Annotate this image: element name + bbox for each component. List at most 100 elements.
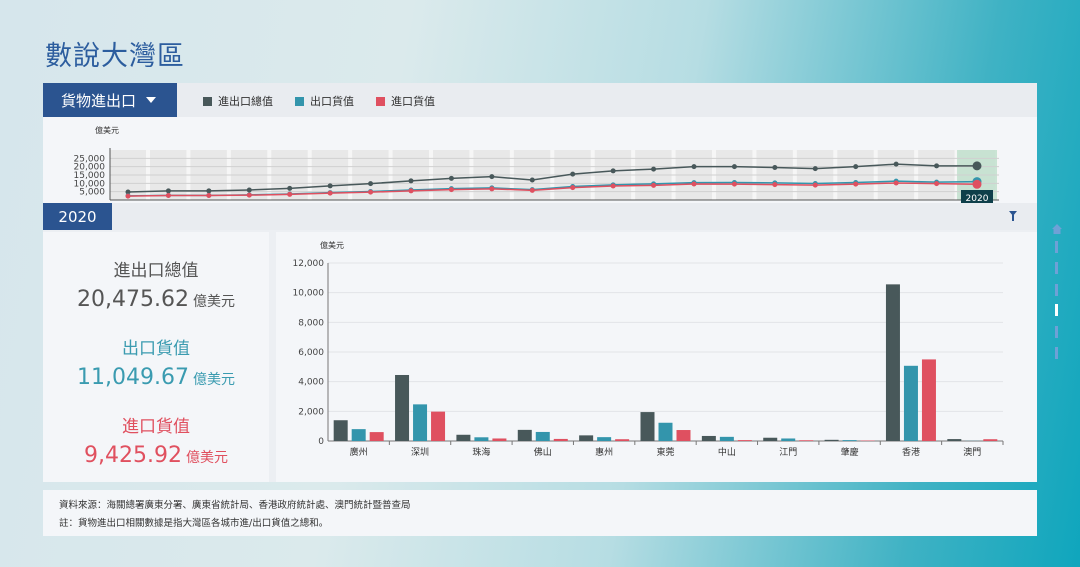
bar bbox=[492, 438, 507, 441]
point-total bbox=[448, 175, 454, 181]
y-tick-label: 10,000 bbox=[74, 179, 106, 189]
bar bbox=[921, 359, 936, 441]
home-icon[interactable] bbox=[1052, 224, 1062, 234]
point-import bbox=[287, 191, 293, 197]
bar bbox=[885, 284, 900, 441]
point-total bbox=[812, 166, 818, 172]
filter-icon[interactable] bbox=[1009, 211, 1017, 221]
bar bbox=[799, 440, 814, 441]
y-tick-label: 8,000 bbox=[298, 318, 324, 328]
stat-total-label: 進出口總值 bbox=[113, 261, 199, 281]
dashboard-panel: 貨物進出口 進出口總值 出口貨值 進口貨值 25,000 20,000 15,000… bbox=[43, 83, 1037, 482]
point-total bbox=[972, 161, 982, 171]
nav-dash-active[interactable] bbox=[1055, 304, 1058, 316]
bar bbox=[737, 440, 752, 441]
bar bbox=[640, 412, 655, 441]
year-bar: 2020 bbox=[43, 203, 1037, 230]
bar bbox=[781, 438, 796, 441]
point-import bbox=[125, 193, 131, 199]
point-import bbox=[772, 182, 778, 188]
point-total bbox=[772, 165, 778, 170]
point-total bbox=[165, 188, 171, 194]
bar bbox=[615, 439, 630, 441]
y-tick-label: 15,000 bbox=[74, 171, 106, 181]
point-import bbox=[165, 193, 171, 198]
legend: 進出口總值 出口貨值 進口貨值 bbox=[203, 93, 435, 109]
point-total bbox=[246, 187, 252, 193]
y-tick-label: 20,000 bbox=[74, 163, 106, 173]
point-import bbox=[489, 186, 495, 192]
point-import bbox=[972, 179, 982, 189]
bar bbox=[535, 431, 550, 441]
nav-dash[interactable] bbox=[1055, 241, 1058, 253]
point-import bbox=[893, 180, 899, 186]
bar bbox=[351, 429, 366, 441]
x-tick-label: 深圳 bbox=[411, 447, 429, 458]
line-total bbox=[127, 163, 978, 193]
bar bbox=[333, 420, 348, 441]
bar bbox=[983, 439, 998, 441]
bar bbox=[431, 411, 446, 441]
point-import bbox=[853, 181, 859, 187]
line-import bbox=[127, 182, 978, 197]
bar bbox=[597, 437, 612, 441]
x-tick-label: 中山 bbox=[718, 446, 736, 458]
bar bbox=[579, 435, 594, 441]
x-tick-label: 東莞 bbox=[656, 446, 674, 458]
point-import bbox=[206, 193, 212, 198]
y-tick-label: 10,000 bbox=[293, 289, 325, 299]
stat-import-value: 9,425.92 億美元 bbox=[84, 443, 228, 468]
x-tick-label: 佛山 bbox=[534, 446, 552, 458]
bar bbox=[947, 439, 962, 441]
point-total bbox=[893, 161, 899, 167]
point-import bbox=[408, 188, 414, 194]
bar bbox=[676, 430, 691, 441]
note-text: 註：貨物進出口相關數據是指大灣區各城市進/出口貨值之總和。 bbox=[59, 518, 329, 529]
legend-item-total[interactable]: 進出口總值 bbox=[203, 93, 273, 109]
x-tick-label: 肇慶 bbox=[841, 446, 859, 458]
point-import bbox=[448, 187, 454, 193]
point-import bbox=[812, 182, 818, 188]
point-total bbox=[206, 188, 212, 194]
point-total bbox=[610, 168, 616, 174]
point-total bbox=[368, 181, 374, 187]
x-tick-label: 惠州 bbox=[595, 446, 613, 458]
legend-item-export[interactable]: 出口貨值 bbox=[295, 93, 354, 109]
y-tick-label: 25,000 bbox=[74, 154, 106, 164]
point-total bbox=[731, 164, 737, 170]
stat-import-label: 進口貨值 bbox=[122, 417, 190, 437]
point-total bbox=[408, 178, 414, 184]
nav-dash[interactable] bbox=[1055, 347, 1058, 359]
selected-year-tooltip bbox=[961, 190, 993, 205]
stat-export-label: 出口貨值 bbox=[122, 339, 190, 359]
page-title: 數說大灣區 bbox=[45, 41, 185, 72]
y-tick-label: 6,000 bbox=[298, 348, 324, 358]
point-total bbox=[570, 171, 576, 177]
timeline-chart[interactable]: 25,000 20,000 15,000 10,000 5,000 億美元 2020 bbox=[43, 117, 1037, 205]
point-total bbox=[934, 163, 940, 169]
point-import bbox=[529, 187, 535, 193]
source-text: 資料來源：海關總署廣東分署、廣東省統計局、香港政府統計處、澳門統計暨普查局 bbox=[59, 500, 411, 511]
bar bbox=[413, 404, 428, 441]
stats-panel: 進出口總值 20,475.62 億美元 出口貨值 11,049.67 億美元 進口貨… bbox=[43, 232, 269, 482]
point-import bbox=[610, 183, 616, 189]
bar bbox=[903, 365, 918, 441]
bar bbox=[553, 438, 568, 441]
bar bbox=[474, 437, 489, 441]
nav-dash[interactable] bbox=[1055, 326, 1058, 338]
bar bbox=[824, 439, 839, 441]
y-tick-label: 2,000 bbox=[298, 407, 324, 417]
bar bbox=[658, 422, 673, 441]
nav-dash[interactable] bbox=[1055, 262, 1058, 274]
y-axis-unit: 億美元 bbox=[95, 125, 119, 135]
x-tick-label: 珠海 bbox=[472, 446, 490, 458]
bar bbox=[701, 435, 716, 441]
point-total bbox=[529, 177, 535, 183]
point-total bbox=[489, 174, 495, 180]
caret-down-icon bbox=[146, 97, 157, 103]
point-total bbox=[287, 185, 293, 191]
stat-export-value: 11,049.67 億美元 bbox=[77, 365, 235, 390]
legend-item-import[interactable]: 進口貨值 bbox=[376, 93, 435, 109]
nav-dash[interactable] bbox=[1055, 284, 1058, 296]
category-dropdown[interactable]: 貨物進出口 bbox=[43, 83, 177, 117]
